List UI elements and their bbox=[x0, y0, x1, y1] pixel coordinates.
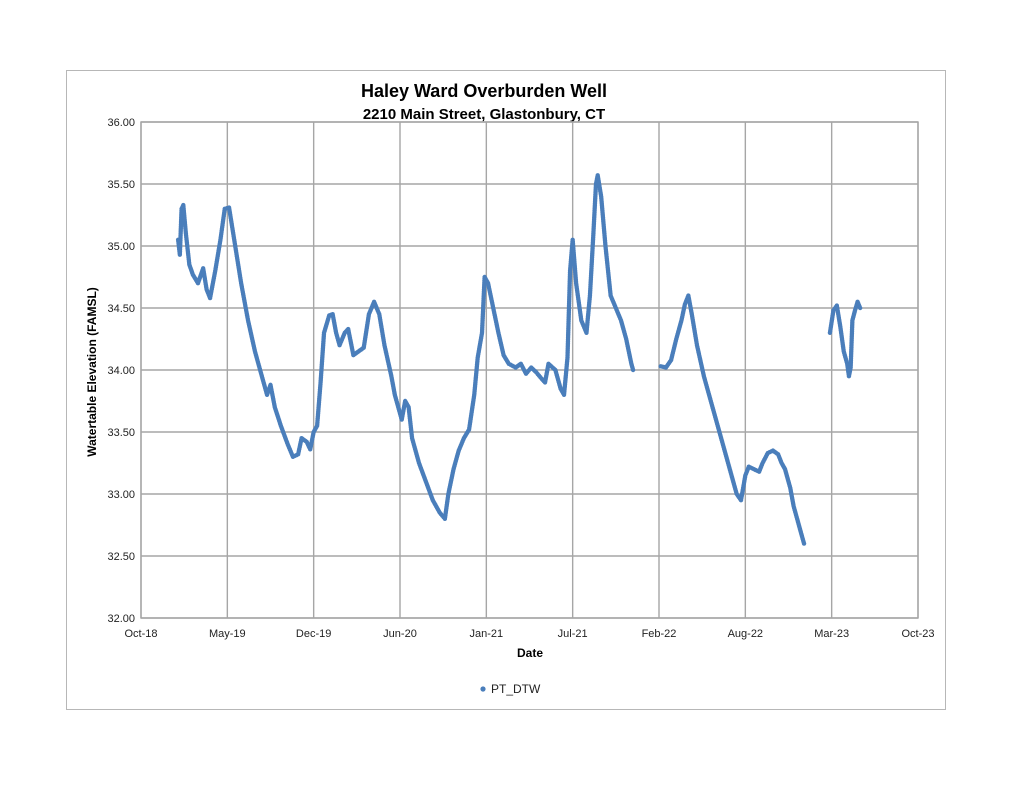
y-axis-title: Watertable Elevation (FAMSL) bbox=[85, 287, 99, 457]
x-tick-label: Jul-21 bbox=[558, 628, 588, 640]
y-tick-label: 33.50 bbox=[107, 427, 135, 439]
y-tick-label: 36.00 bbox=[107, 117, 135, 129]
x-tick-label: Aug-22 bbox=[728, 628, 763, 640]
x-tick-label: May-19 bbox=[209, 628, 246, 640]
x-tick-label: Mar-23 bbox=[814, 628, 849, 640]
x-axis-title: Date bbox=[517, 646, 543, 660]
y-tick-label: 33.00 bbox=[107, 489, 135, 501]
plot-border bbox=[140, 121, 919, 619]
chart-title: Haley Ward Overburden Well bbox=[361, 81, 607, 101]
y-tick-label: 32.00 bbox=[107, 613, 135, 625]
y-tick-label: 32.50 bbox=[107, 551, 135, 563]
data-point bbox=[801, 541, 807, 546]
x-tick-label: Oct-18 bbox=[124, 628, 157, 640]
y-tick-label: 34.50 bbox=[107, 303, 135, 315]
data-point bbox=[857, 305, 863, 311]
x-tick-label: Jun-20 bbox=[383, 628, 417, 640]
y-tick-label: 35.00 bbox=[107, 241, 135, 253]
chart-frame: Haley Ward Overburden Well 2210 Main Str… bbox=[66, 70, 946, 710]
chart-svg: Haley Ward Overburden Well 2210 Main Str… bbox=[85, 81, 935, 696]
gridlines bbox=[140, 121, 919, 619]
data-points bbox=[175, 173, 863, 546]
x-tick-label: Jan-21 bbox=[470, 628, 504, 640]
x-tick-label: Dec-19 bbox=[296, 628, 331, 640]
y-tick-label: 34.00 bbox=[107, 365, 135, 377]
y-tick-labels: 32.00 32.50 33.00 33.50 34.00 34.50 35.00 35.50… bbox=[107, 117, 135, 625]
chart-subtitle: 2210 Main Street, Glastonbury, CT bbox=[363, 106, 605, 123]
y-tick-label: 35.50 bbox=[107, 179, 135, 191]
legend-label: PT_DTW bbox=[491, 682, 541, 696]
legend: PT_DTW bbox=[480, 682, 541, 696]
legend-marker bbox=[480, 686, 486, 692]
x-tick-label: Oct-23 bbox=[901, 628, 934, 640]
x-tick-label: Feb-22 bbox=[642, 628, 677, 640]
x-tick-labels: Oct-18 May-19 Dec-19 Jun-20 Jan-21 Jul-21 Feb-… bbox=[124, 628, 934, 640]
data-point bbox=[630, 367, 636, 373]
